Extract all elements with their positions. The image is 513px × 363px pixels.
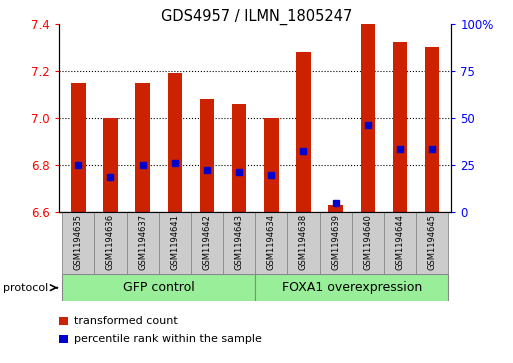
Bar (425, 47, 439, 212)
Text: GSM1194643: GSM1194643 (234, 214, 244, 270)
Text: GSM1194640: GSM1194640 (363, 214, 372, 270)
Text: GSM1194644: GSM1194644 (396, 214, 404, 270)
Text: protocol: protocol (3, 283, 48, 293)
Text: transformed count: transformed count (74, 316, 178, 326)
Text: percentile rank within the sample: percentile rank within the sample (74, 334, 262, 344)
Bar (328, 205, 343, 212)
FancyBboxPatch shape (159, 212, 191, 274)
FancyBboxPatch shape (62, 274, 255, 301)
Bar (264, 118, 279, 212)
FancyBboxPatch shape (287, 212, 320, 274)
Text: GFP control: GFP control (123, 281, 194, 294)
FancyBboxPatch shape (384, 212, 416, 274)
Text: GDS4957 / ILMN_1805247: GDS4957 / ILMN_1805247 (161, 9, 352, 25)
Bar (361, 24, 375, 212)
FancyBboxPatch shape (255, 212, 287, 274)
Text: GSM1194635: GSM1194635 (74, 214, 83, 270)
Text: GSM1194636: GSM1194636 (106, 214, 115, 270)
Text: FOXA1 overexpression: FOXA1 overexpression (282, 281, 422, 294)
FancyBboxPatch shape (127, 212, 159, 274)
Text: GSM1194639: GSM1194639 (331, 214, 340, 270)
FancyBboxPatch shape (62, 212, 94, 274)
Text: GSM1194634: GSM1194634 (267, 214, 276, 270)
Bar (296, 52, 311, 212)
Bar (71, 83, 86, 212)
Text: GSM1194642: GSM1194642 (203, 214, 211, 270)
Bar (232, 104, 246, 212)
Bar (103, 118, 117, 212)
Text: GSM1194645: GSM1194645 (428, 214, 437, 270)
Text: GSM1194641: GSM1194641 (170, 214, 180, 270)
Bar (168, 73, 182, 212)
FancyBboxPatch shape (255, 274, 448, 301)
FancyBboxPatch shape (94, 212, 127, 274)
Bar (393, 42, 407, 212)
FancyBboxPatch shape (320, 212, 352, 274)
Text: GSM1194638: GSM1194638 (299, 214, 308, 270)
Bar (135, 83, 150, 212)
FancyBboxPatch shape (223, 212, 255, 274)
Text: GSM1194637: GSM1194637 (138, 214, 147, 270)
FancyBboxPatch shape (191, 212, 223, 274)
FancyBboxPatch shape (416, 212, 448, 274)
Bar (200, 99, 214, 212)
FancyBboxPatch shape (352, 212, 384, 274)
